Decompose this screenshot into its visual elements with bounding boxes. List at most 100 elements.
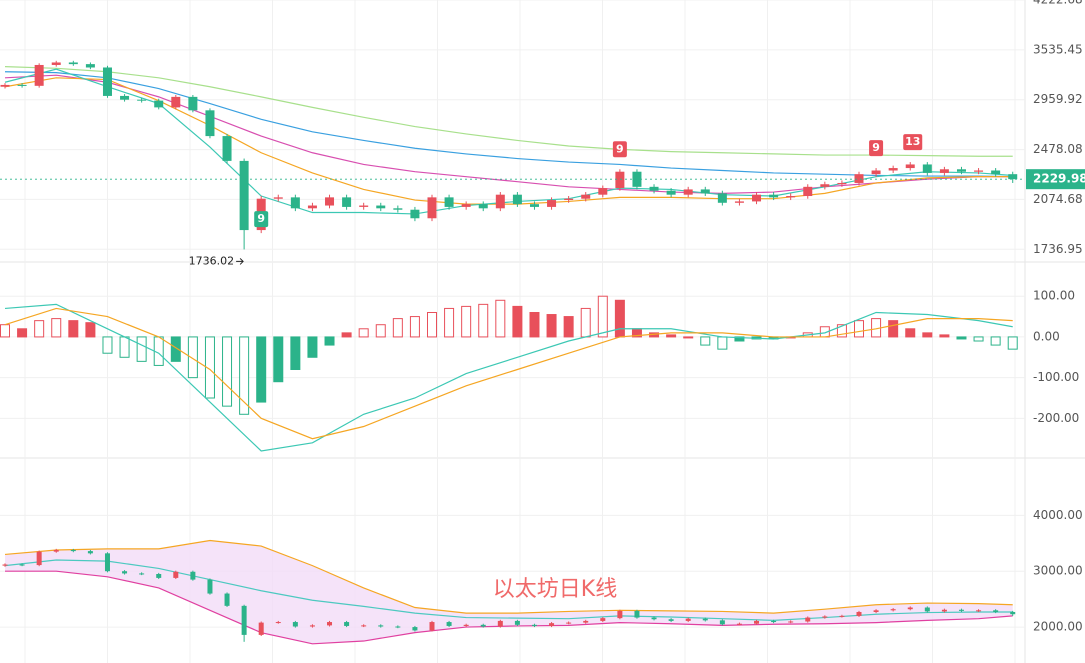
candle-body [444,197,454,207]
y-tick-label: -200.00 [1033,411,1079,425]
candle-body [514,620,520,625]
indicator-line [4,66,1013,157]
candle-body [615,171,625,189]
candle-body [154,100,164,108]
candle-body [104,553,110,572]
candle-body [361,625,367,627]
y-tick-label: 2959.92 [1033,92,1083,106]
candle-body [275,622,281,624]
y-tick-label: 3000.00 [1033,564,1083,578]
macd-bar [956,336,967,340]
candle-body [68,62,78,65]
candle-body [19,564,25,566]
candle-body [258,622,264,635]
candle-body [156,574,162,578]
low-arrow [236,258,244,265]
candle-body [273,197,283,199]
last-price-label: 2229.98 [1033,172,1085,186]
candle-body [854,174,864,183]
macd-bar [324,336,335,346]
candle-body [924,607,930,612]
macd-bar [683,336,694,339]
indicator-line [4,303,1013,452]
candle-body [922,164,932,173]
macd-bar [170,336,181,362]
candle-body [890,609,896,611]
candle-body [991,170,1001,175]
macd-bar [136,336,147,362]
candle-body [1008,174,1018,180]
signal-badge [869,140,884,157]
macd-bar [854,320,864,338]
macd-bar [888,320,899,338]
candle-body [839,615,845,617]
candle-body [837,182,847,185]
candle-body [598,188,608,195]
candle-body [205,110,215,137]
candle-body [754,620,760,624]
macd-bar [119,336,130,358]
candle-body [70,549,76,552]
y-tick-label: 4000.00 [1033,508,1083,522]
candle-body [412,627,418,631]
macd-bar [836,324,847,338]
macd-bar [614,299,625,338]
macd-bar [444,307,455,338]
candle-body [702,618,708,621]
candle-body [139,573,145,575]
candle-body [2,564,8,566]
indicator-line [4,71,1013,178]
macd-bar [990,336,1001,346]
candle-body [497,620,503,627]
candle-body [531,624,537,626]
candle-body [564,198,574,201]
macd-bar [409,316,420,338]
candle-body [512,194,522,205]
candle-body [393,208,403,210]
y-tick-label: 2000.00 [1033,620,1083,634]
candle-body [976,610,982,612]
candle-body [581,194,591,199]
last-price-tag [1026,169,1085,190]
candle-body [307,205,317,209]
candle-body [410,209,420,219]
macd-bar [341,332,352,338]
macd-bar [597,295,608,338]
candle-body [51,62,61,65]
candle-body [495,194,505,209]
candle-body [325,197,335,206]
candle-body [446,622,452,626]
macd-bar [51,318,62,338]
candle-body [786,196,796,198]
candle-body [649,186,659,191]
macd-bar [68,320,79,338]
candle-body [342,197,352,207]
macd-bar [495,299,506,338]
candle-body [1010,611,1016,615]
macd-bar [273,336,284,383]
candle-body [171,96,181,108]
y-tick-label: 1736.95 [1033,242,1083,256]
macd-bar [0,324,10,338]
candle-body [359,205,369,207]
candle-body [566,622,572,624]
macd-bar [461,305,472,338]
candle-body [122,571,128,574]
y-tick-label: -100.00 [1033,370,1079,384]
indicator-line [4,77,1013,205]
chart-title: 以太坊日K线 [493,577,617,602]
candle-body [529,204,539,207]
y-tick-label: 100.00 [1033,289,1075,303]
macd-bar [563,316,574,338]
candle-body [292,622,298,627]
candle-body [668,619,674,621]
indicator-line [4,307,1013,440]
candle-body [583,620,589,623]
candle-body [87,551,93,554]
macd-bar [512,305,523,338]
candle-body [173,571,179,578]
signal-label: 9 [872,141,880,154]
macd-bar [290,336,301,370]
candle-body [683,189,693,195]
macd-bar [204,336,215,399]
